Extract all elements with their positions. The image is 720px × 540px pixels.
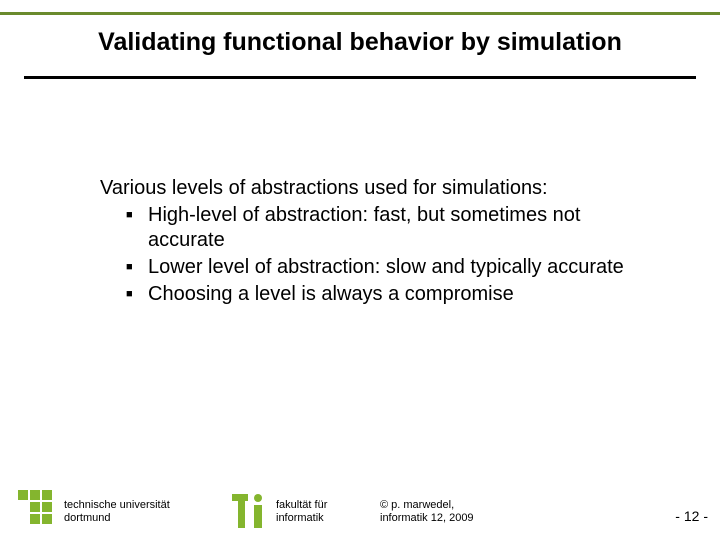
copyright: © p. marwedel, informatik 12, 2009 bbox=[380, 499, 474, 527]
copyright-line1: © p. marwedel, bbox=[380, 499, 454, 511]
bullet-item: Choosing a level is always a compromise bbox=[126, 282, 630, 307]
slide-title: Validating functional behavior by simula… bbox=[0, 28, 720, 57]
page-num-value: 12 bbox=[684, 508, 700, 524]
fi-line1: fakultät für bbox=[276, 499, 327, 511]
bullet-item: High-level of abstraction: fast, but som… bbox=[126, 203, 630, 253]
footer: technische universität dortmund fakultät… bbox=[0, 488, 720, 530]
slide: Validating functional behavior by simula… bbox=[0, 0, 720, 540]
slide-body: Various levels of abstractions used for … bbox=[100, 176, 630, 307]
tu-affiliation: technische universität dortmund bbox=[64, 499, 170, 527]
top-accent-rule bbox=[0, 12, 720, 15]
fi-affiliation: fakultät für informatik bbox=[276, 499, 327, 527]
tu-line1: technische universität bbox=[64, 499, 170, 511]
tu-line2: dortmund bbox=[64, 512, 110, 524]
bullet-item: Lower level of abstraction: slow and typ… bbox=[126, 255, 630, 280]
fi-line2: informatik bbox=[276, 512, 324, 524]
fi-logo-icon bbox=[232, 492, 266, 528]
bullet-list: High-level of abstraction: fast, but som… bbox=[126, 203, 630, 307]
page-suffix: - bbox=[699, 508, 708, 524]
title-underline bbox=[24, 76, 696, 79]
page-prefix: - bbox=[675, 508, 684, 524]
page-number: - 12 - bbox=[675, 508, 708, 524]
copyright-line2: informatik 12, 2009 bbox=[380, 512, 474, 524]
body-intro: Various levels of abstractions used for … bbox=[100, 176, 630, 201]
tu-logo-icon bbox=[18, 490, 58, 528]
